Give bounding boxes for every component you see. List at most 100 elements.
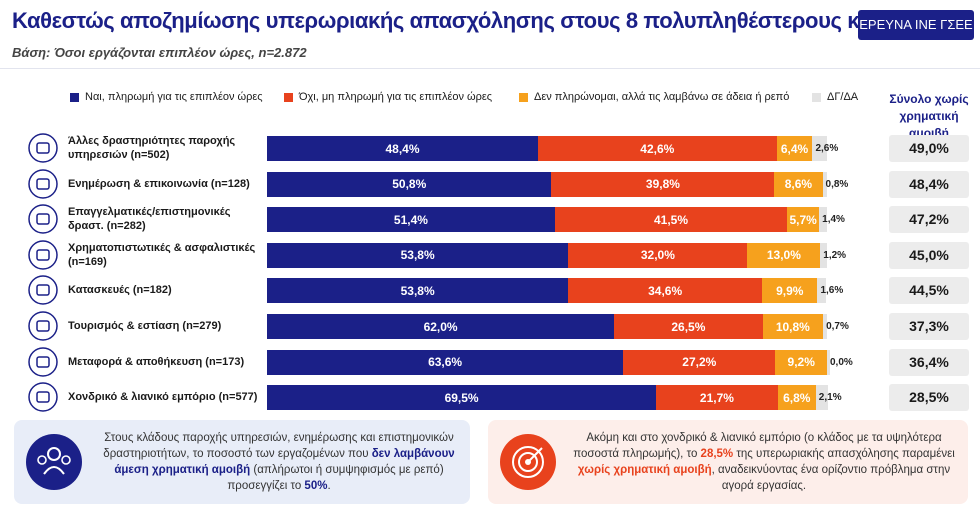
data-label: 50,8% [392, 177, 427, 192]
legend-swatch [812, 92, 821, 102]
bar-segment: 1,4% [819, 207, 845, 233]
category-icon [28, 275, 58, 306]
data-label: 1,6% [820, 285, 844, 297]
bar-segment: 48,4% [267, 136, 539, 161]
data-label: 2,6% [815, 143, 839, 154]
data-label: 62,0% [423, 319, 458, 334]
data-label: 6,4% [780, 141, 809, 156]
bar-segment: 26,5% [614, 314, 763, 339]
callout-run: Στους κλάδους παροχής υπηρεσιών, ενημέρω… [103, 432, 454, 460]
data-label: 42,6% [640, 141, 675, 156]
data-label: 41,5% [654, 212, 689, 227]
legend-item: Δεν πληρώνομαι, αλλά τις λαμβάνω σε άδει… [519, 91, 789, 103]
data-label: 27,2% [682, 355, 717, 370]
bar-segment: 51,4% [267, 207, 555, 233]
bar-segment: 27,2% [623, 349, 776, 375]
data-label: 0,0% [830, 356, 853, 368]
legend-item: Όχι, μη πληρωμή για τις επιπλέον ώρες [284, 91, 492, 103]
total-value: 37,3% [889, 313, 969, 340]
bar-segment: 53,8% [267, 278, 569, 304]
data-label: 6,8% [783, 390, 811, 405]
callout-icon [26, 434, 82, 490]
data-label: 9,2% [787, 355, 815, 370]
bar-segment: 39,8% [551, 171, 775, 197]
bar-segment: 8,6% [774, 171, 823, 197]
category-icon [28, 168, 58, 199]
bar-segment: 0,0% [827, 349, 853, 375]
data-label: 53,8% [400, 248, 435, 263]
total-value: 49,0% [889, 135, 969, 162]
callout-text: Στους κλάδους παροχής υπηρεσιών, ενημέρω… [94, 430, 464, 494]
chart-title: Καθεστώς αποζημίωσης υπερωριακής απασχόλ… [12, 8, 934, 33]
category-label: Χονδρικό & λιανικό εμπόριο (n=577) [68, 391, 258, 404]
legend-item: ΔΓ/ΔΑ [812, 91, 858, 103]
bar-segment: 10,8% [762, 314, 824, 339]
data-label: 1,2% [823, 249, 847, 261]
bar-segment: 50,8% [267, 171, 552, 197]
bar-segment: 21,7% [656, 385, 778, 411]
bar-segment: 53,8% [267, 242, 569, 268]
divider [0, 68, 980, 69]
category-icon [28, 133, 58, 163]
bar-segment: 63,6% [267, 349, 624, 375]
data-label: 53,8% [400, 283, 435, 298]
data-label: 69,5% [444, 390, 479, 405]
callout-box: Στους κλάδους παροχής υπηρεσιών, ενημέρω… [14, 420, 470, 504]
bar-segment: 13,0% [747, 242, 821, 268]
bar-segment: 5,7% [787, 207, 820, 233]
total-value: 44,5% [889, 277, 969, 305]
data-label: 48,4% [385, 141, 420, 156]
legend-item: Ναι, πληρωμή για τις επιπλέον ώρες [70, 91, 263, 103]
data-label: 39,8% [645, 177, 680, 192]
category-icon [28, 311, 58, 341]
category-label: Τουρισμός & εστίαση (n=279) [68, 320, 222, 332]
data-label: 5,7% [789, 212, 817, 227]
bar-segment: 0,8% [822, 171, 848, 197]
total-value: 36,4% [889, 348, 969, 376]
data-label: 26,5% [671, 319, 706, 334]
legend-label: Ναι, πληρωμή για τις επιπλέον ώρες [85, 91, 263, 103]
category-icon [28, 204, 58, 234]
data-label: 0,8% [825, 178, 849, 190]
total-value: 47,2% [889, 206, 969, 234]
bar-segment: 32,0% [568, 242, 748, 268]
callout-emphasis: 50% [304, 480, 328, 492]
subtitle: Βάση: Όσοι εργάζονται επιπλέον ώρες, n=2… [12, 45, 307, 60]
data-label: 0,7% [826, 321, 849, 332]
callout-run: . [327, 480, 331, 492]
category-label: Άλλες δραστηριότητες παροχής υπηρεσιών (… [68, 135, 236, 161]
callout-run: , αναδεικνύοντας ένα ορίζοντιο πρόβλημα … [711, 464, 951, 492]
data-label: 8,6% [784, 177, 813, 192]
category-icon [28, 382, 58, 412]
total-value: 28,5% [889, 384, 969, 412]
data-label: 10,8% [775, 319, 810, 334]
bar-segment: 1,2% [820, 242, 846, 268]
bar-segment: 6,4% [776, 136, 813, 161]
category-icon [28, 346, 58, 377]
bar-segment: 42,6% [538, 136, 777, 161]
callout-emphasis: δεν λαμβάνουν άμεση χρηματική αμοιβή [114, 448, 455, 476]
legend-label: ΔΓ/ΔΑ [827, 91, 859, 103]
callout-run: (απλήρωτοι ή συμψηφισμός με ρεπό) προσεγ… [227, 464, 444, 492]
data-label: 9,9% [776, 283, 804, 298]
callout-icon [500, 434, 556, 490]
category-icon [28, 240, 58, 270]
data-label: 34,6% [648, 283, 683, 298]
legend-swatch [284, 92, 293, 102]
data-label: 21,7% [699, 390, 734, 405]
data-label: 51,4% [393, 212, 428, 227]
bar-segment: 1,6% [817, 278, 843, 304]
badge: ΕΡΕΥΝΑ ΙΝΕ ΓΣΕΕ [858, 10, 974, 40]
legend-swatch [70, 92, 79, 102]
legend-swatch [519, 92, 528, 102]
bar-segment: 41,5% [554, 207, 788, 233]
bar-segment: 62,0% [267, 314, 615, 339]
callout-run: Ακόμη και στο χονδρικό & λιανικό εμπόριο… [573, 432, 942, 460]
bar-segment: 9,9% [762, 278, 818, 304]
bar-segment: 2,1% [815, 385, 842, 411]
bar-segment: 0,7% [823, 314, 849, 339]
data-label: 1,4% [822, 214, 845, 226]
bar-segment: 69,5% [267, 385, 657, 411]
callout-emphasis: 28,5% [700, 448, 734, 460]
